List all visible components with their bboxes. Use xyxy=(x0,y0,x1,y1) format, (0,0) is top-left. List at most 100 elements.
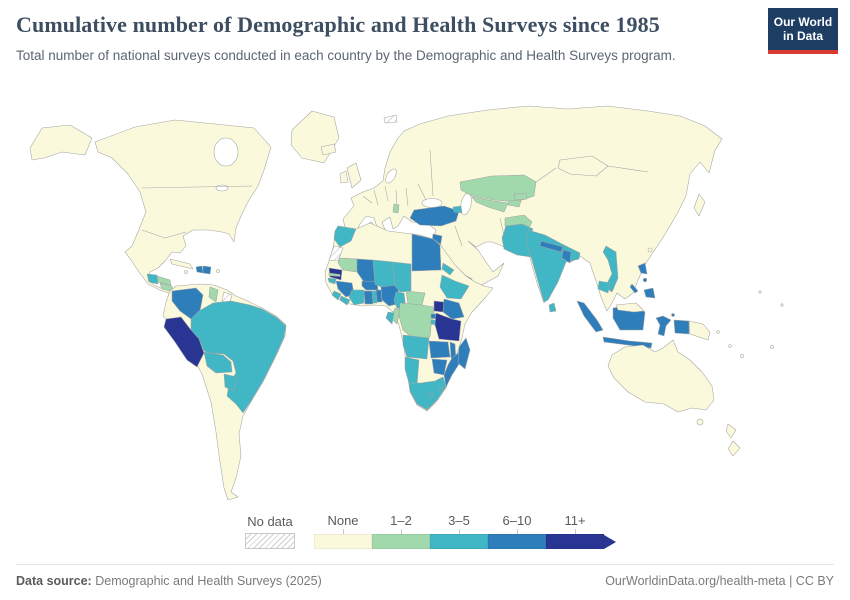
country-guinea-bissau[interactable] xyxy=(327,277,337,285)
country-angola[interactable] xyxy=(402,334,430,360)
country-ghana[interactable] xyxy=(363,290,374,305)
country-vanuatu[interactable] xyxy=(728,344,732,348)
country-ethiopia[interactable] xyxy=(439,274,470,300)
country-bangladesh[interactable] xyxy=(561,249,572,264)
country-zambia[interactable] xyxy=(428,340,451,359)
country-zimbabwe[interactable] xyxy=(431,358,448,376)
country-tasmania[interactable] xyxy=(696,418,704,426)
country-cuba[interactable] xyxy=(169,258,194,270)
country-kyrgyzstan[interactable] xyxy=(513,192,528,201)
country-togo[interactable] xyxy=(371,290,378,304)
country-liberia[interactable] xyxy=(339,295,351,306)
country-united-kingdom[interactable] xyxy=(346,162,362,189)
country-haiti[interactable] xyxy=(195,265,204,274)
country-svalbard[interactable] xyxy=(383,114,398,124)
legend-tick xyxy=(517,529,518,534)
country-morocco[interactable] xyxy=(333,225,357,248)
page-title: Cumulative number of Demographic and Hea… xyxy=(16,12,660,37)
country-iceland[interactable] xyxy=(320,143,337,156)
country-puerto-rico[interactable] xyxy=(216,269,220,273)
legend-tick xyxy=(459,529,460,534)
country-uganda[interactable] xyxy=(433,300,445,313)
country-central-african-republic[interactable] xyxy=(405,290,426,306)
legend-bin-3-5[interactable]: 3–5 xyxy=(430,513,488,549)
country-japan[interactable] xyxy=(693,193,706,217)
country-guyana[interactable] xyxy=(208,286,219,303)
country-western-sahara[interactable] xyxy=(328,245,344,262)
country-kenya[interactable] xyxy=(442,298,465,320)
legend-bin-label: None xyxy=(327,513,359,528)
country-pacific-island[interactable] xyxy=(780,303,784,307)
country-philippines-visayas[interactable] xyxy=(642,277,648,283)
country-jamaica[interactable] xyxy=(184,270,188,274)
legend-bin-6-10[interactable]: 6–10 xyxy=(488,513,546,549)
country-new-caledonia[interactable] xyxy=(740,354,744,358)
country-new-zealand-south[interactable] xyxy=(727,440,741,457)
country-indonesia-sulawesi[interactable] xyxy=(655,315,672,337)
country-benin[interactable] xyxy=(375,289,383,303)
country-brazil[interactable] xyxy=(190,300,287,414)
country-indonesia-papua[interactable] xyxy=(673,319,690,335)
legend-bin-11plus[interactable]: 11+ xyxy=(546,513,604,549)
country-new-zealand-north[interactable] xyxy=(725,423,737,439)
legend-bin-label: 6–10 xyxy=(502,513,532,528)
country-indonesia-sumatra[interactable] xyxy=(576,300,604,333)
country-gambia[interactable] xyxy=(328,272,341,277)
country-philippines-luzon[interactable] xyxy=(637,262,648,275)
country-niger[interactable] xyxy=(372,259,396,288)
country-uzbekistan[interactable] xyxy=(471,196,509,213)
border-europe-2 xyxy=(373,189,379,206)
country-chad[interactable] xyxy=(392,261,412,293)
country-guatemala[interactable] xyxy=(146,273,159,285)
country-ireland[interactable] xyxy=(339,170,349,184)
country-sierra-leone[interactable] xyxy=(331,290,342,301)
country-sri-lanka[interactable] xyxy=(548,302,557,313)
border-china-north xyxy=(607,165,649,173)
country-papua-new-guinea[interactable] xyxy=(688,320,711,341)
legend-bin-none[interactable]: None xyxy=(314,513,372,549)
country-lesotho[interactable] xyxy=(428,392,434,398)
country-burkina-faso[interactable] xyxy=(361,280,379,291)
country-madagascar[interactable] xyxy=(457,337,471,370)
country-fiji[interactable] xyxy=(770,345,774,349)
country-malaysia-borneo[interactable] xyxy=(615,302,645,313)
country-tajikistan[interactable] xyxy=(507,199,522,208)
country-tanzania[interactable] xyxy=(434,312,462,342)
country-albania[interactable] xyxy=(392,203,400,214)
country-honduras[interactable] xyxy=(156,275,172,286)
baltic-sea xyxy=(385,168,397,184)
country-armenia[interactable] xyxy=(452,205,463,214)
legend-arrow-cap xyxy=(604,534,616,549)
country-alaska[interactable] xyxy=(29,124,93,161)
legend-no-data-swatch[interactable] xyxy=(245,533,295,549)
country-paraguay[interactable] xyxy=(223,373,238,392)
country-nepal[interactable] xyxy=(539,240,564,253)
country-mauritania[interactable] xyxy=(337,257,359,273)
country-india[interactable] xyxy=(525,229,581,303)
country-philippines-palawan[interactable] xyxy=(629,283,639,294)
owid-logo-box: Our World in Data xyxy=(768,8,838,50)
country-egypt[interactable] xyxy=(411,233,442,272)
country-gabon[interactable] xyxy=(385,311,395,325)
country-taiwan[interactable] xyxy=(647,247,653,253)
country-cambodia[interactable] xyxy=(597,280,611,294)
country-australia[interactable] xyxy=(607,339,715,413)
footer-link[interactable]: OurWorldinData.org/health-meta | CC BY xyxy=(605,574,834,588)
country-philippines-mindanao[interactable] xyxy=(643,287,656,299)
country-dr-congo[interactable] xyxy=(398,302,435,340)
country-cote-divoire[interactable] xyxy=(348,289,365,306)
country-dominican-republic[interactable] xyxy=(202,265,212,275)
country-bolivia[interactable] xyxy=(203,351,233,374)
country-turkey[interactable] xyxy=(409,205,460,227)
legend-bin-1-2[interactable]: 1–2 xyxy=(372,513,430,549)
country-pacific-island[interactable] xyxy=(758,290,762,294)
country-south-africa[interactable] xyxy=(408,376,447,411)
border-us-canada xyxy=(141,185,253,189)
country-eswatini[interactable] xyxy=(438,386,444,392)
country-eritrea[interactable] xyxy=(441,262,455,276)
owid-logo[interactable]: Our World in Data xyxy=(768,8,838,54)
border-europe-1 xyxy=(362,195,373,204)
country-solomon-islands[interactable] xyxy=(716,330,720,334)
country-indonesia-maluku[interactable] xyxy=(671,313,675,317)
country-peru[interactable] xyxy=(163,316,205,368)
